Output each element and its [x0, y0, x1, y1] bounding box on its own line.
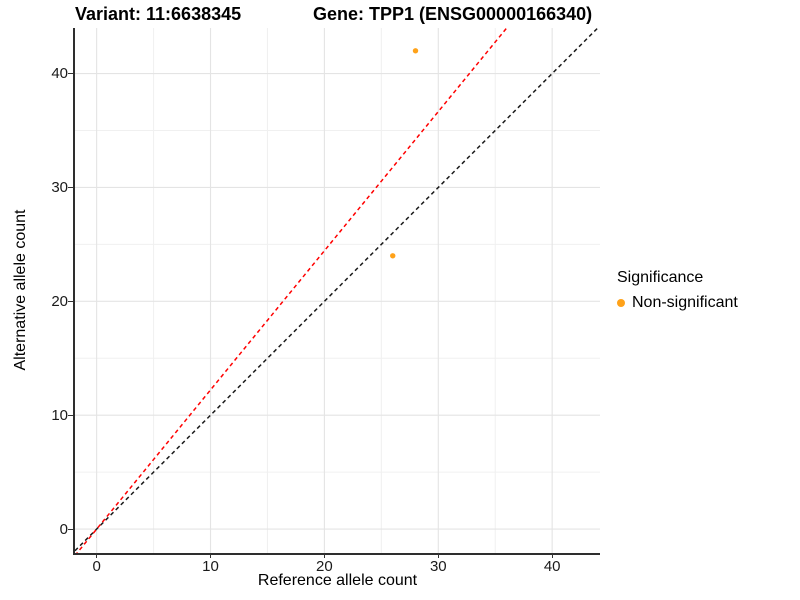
- y-tick-label: 10: [51, 406, 68, 424]
- plot-canvas: [75, 28, 600, 553]
- x-tick-label: 30: [429, 558, 447, 575]
- x-tick-mark: [437, 553, 439, 558]
- y-tick-label: 0: [59, 520, 68, 538]
- legend-point-icon: [617, 299, 625, 307]
- x-tick-label: 0: [92, 558, 101, 575]
- legend-item: Non-significant: [617, 294, 738, 312]
- x-tick-mark: [551, 553, 553, 558]
- plot-panel: [73, 28, 600, 555]
- x-tick-mark: [323, 553, 325, 558]
- x-tick-label: 10: [202, 558, 219, 575]
- data-point: [412, 48, 419, 54]
- y-tick-label: 40: [51, 65, 68, 83]
- y-tick-mark: [68, 186, 73, 188]
- y-tick-mark: [68, 528, 73, 530]
- x-tick-label: 20: [316, 558, 333, 575]
- legend-title: Significance: [617, 269, 704, 286]
- y-tick-label: 20: [51, 292, 68, 310]
- legend-item-label: Non-significant: [632, 294, 738, 311]
- alt-ref-ratio-line: [76, 28, 508, 553]
- variant-title: Variant: 11:6638345: [75, 4, 242, 24]
- data-point: [390, 253, 396, 259]
- y-tick-mark: [68, 300, 73, 302]
- x-tick-label: 40: [543, 558, 561, 575]
- gene-title: Gene: TPP1 (ENSG00000166340): [313, 4, 593, 24]
- y-tick-label: 30: [51, 178, 68, 196]
- legend-items: Non-significant: [617, 294, 738, 312]
- x-tick-mark: [210, 553, 212, 558]
- y-tick-mark: [68, 414, 73, 416]
- legend: Significance Non-significant: [617, 269, 738, 312]
- y-tick-mark: [68, 73, 73, 75]
- x-axis-title: Reference allele count: [257, 572, 418, 589]
- y-axis-title: Alternative allele count: [12, 209, 29, 371]
- x-tick-mark: [96, 553, 98, 558]
- identity-line: [75, 28, 599, 552]
